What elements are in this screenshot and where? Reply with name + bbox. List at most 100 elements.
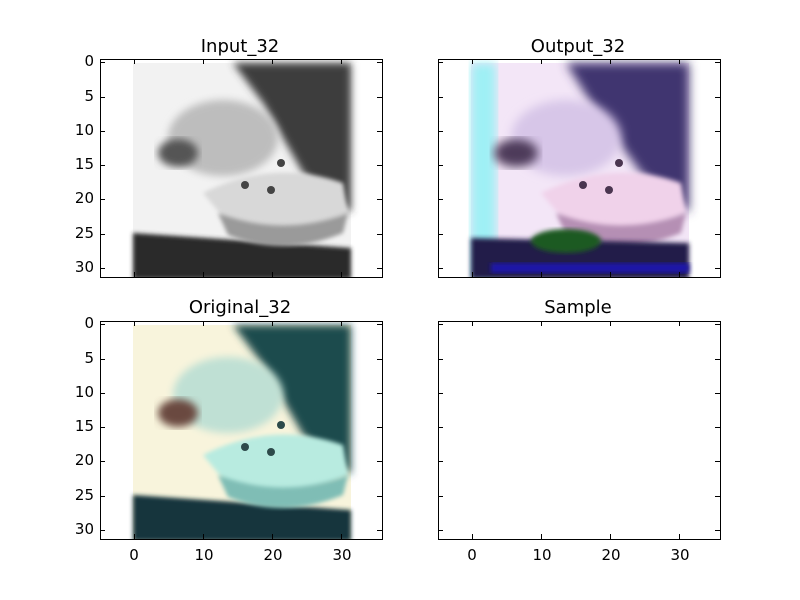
x-tick-label: 20	[263, 546, 283, 564]
tick-mark	[472, 321, 473, 326]
input-title: Input_32	[200, 36, 280, 57]
output-plot	[438, 59, 721, 278]
tick-mark	[715, 496, 720, 497]
tick-mark	[341, 534, 342, 539]
tick-mark	[100, 461, 105, 462]
tick-mark	[438, 359, 443, 360]
y-tick-label: 30	[74, 520, 94, 538]
output-image	[471, 63, 689, 277]
tick-mark	[715, 199, 720, 200]
tick-mark	[134, 59, 135, 64]
tick-mark	[472, 534, 473, 539]
tick-mark	[377, 530, 382, 531]
y-tick-label: 0	[84, 52, 94, 70]
tick-mark	[377, 427, 382, 428]
tick-mark	[272, 534, 273, 539]
tick-mark	[610, 59, 611, 64]
tick-mark	[341, 59, 342, 64]
tick-mark	[715, 461, 720, 462]
x-tick-label: 0	[467, 546, 477, 564]
tick-mark	[100, 97, 105, 98]
tick-mark	[715, 62, 720, 63]
tick-mark	[438, 165, 443, 166]
tick-mark	[203, 534, 204, 539]
tick-mark	[377, 131, 382, 132]
tick-mark	[438, 324, 443, 325]
tick-mark	[377, 359, 382, 360]
tick-mark	[100, 530, 105, 531]
tick-mark	[679, 272, 680, 277]
tick-mark	[541, 272, 542, 277]
tick-mark	[541, 321, 542, 326]
tick-mark	[715, 268, 720, 269]
tick-mark	[377, 496, 382, 497]
tick-mark	[100, 234, 105, 235]
tick-mark	[100, 199, 105, 200]
tick-mark	[438, 62, 443, 63]
tick-mark	[377, 268, 382, 269]
tick-mark	[134, 272, 135, 277]
tick-mark	[541, 59, 542, 64]
sample-plot	[438, 321, 721, 540]
y-tick-label: 0	[84, 314, 94, 332]
tick-mark	[541, 534, 542, 539]
tick-mark	[610, 321, 611, 326]
tick-mark	[438, 530, 443, 531]
tick-mark	[472, 59, 473, 64]
tick-mark	[438, 199, 443, 200]
tick-mark	[438, 97, 443, 98]
y-tick-label: 20	[74, 189, 94, 207]
tick-mark	[100, 359, 105, 360]
tick-mark	[100, 131, 105, 132]
tick-mark	[679, 59, 680, 64]
tick-mark	[100, 393, 105, 394]
x-tick-label: 20	[601, 546, 621, 564]
tick-mark	[715, 393, 720, 394]
tick-mark	[377, 324, 382, 325]
y-tick-label: 30	[74, 258, 94, 276]
tick-mark	[377, 199, 382, 200]
tick-mark	[715, 324, 720, 325]
tick-mark	[100, 62, 105, 63]
tick-mark	[377, 393, 382, 394]
x-tick-label: 30	[670, 546, 690, 564]
tick-mark	[203, 272, 204, 277]
tick-mark	[377, 234, 382, 235]
tick-mark	[438, 268, 443, 269]
tick-mark	[203, 321, 204, 326]
tick-mark	[203, 59, 204, 64]
tick-mark	[100, 427, 105, 428]
tick-mark	[272, 59, 273, 64]
tick-mark	[679, 321, 680, 326]
tick-mark	[100, 324, 105, 325]
x-tick-label: 10	[194, 546, 214, 564]
x-tick-label: 0	[129, 546, 139, 564]
tick-mark	[377, 97, 382, 98]
input-plot	[100, 59, 383, 278]
tick-mark	[134, 534, 135, 539]
tick-mark	[610, 534, 611, 539]
y-tick-label: 25	[74, 486, 94, 504]
tick-mark	[100, 268, 105, 269]
tick-mark	[272, 321, 273, 326]
tick-mark	[610, 272, 611, 277]
tick-mark	[377, 461, 382, 462]
y-tick-label: 10	[74, 121, 94, 139]
y-tick-label: 15	[74, 417, 94, 435]
tick-mark	[715, 530, 720, 531]
tick-mark	[341, 272, 342, 277]
y-tick-label: 5	[84, 87, 94, 105]
tick-mark	[100, 165, 105, 166]
x-tick-label: 10	[532, 546, 552, 564]
tick-mark	[438, 234, 443, 235]
tick-mark	[341, 321, 342, 326]
original-title: Original_32	[188, 297, 292, 318]
tick-mark	[715, 427, 720, 428]
tick-mark	[715, 165, 720, 166]
tick-mark	[715, 234, 720, 235]
y-tick-label: 15	[74, 155, 94, 173]
tick-mark	[715, 131, 720, 132]
tick-mark	[377, 62, 382, 63]
y-tick-label: 10	[74, 383, 94, 401]
